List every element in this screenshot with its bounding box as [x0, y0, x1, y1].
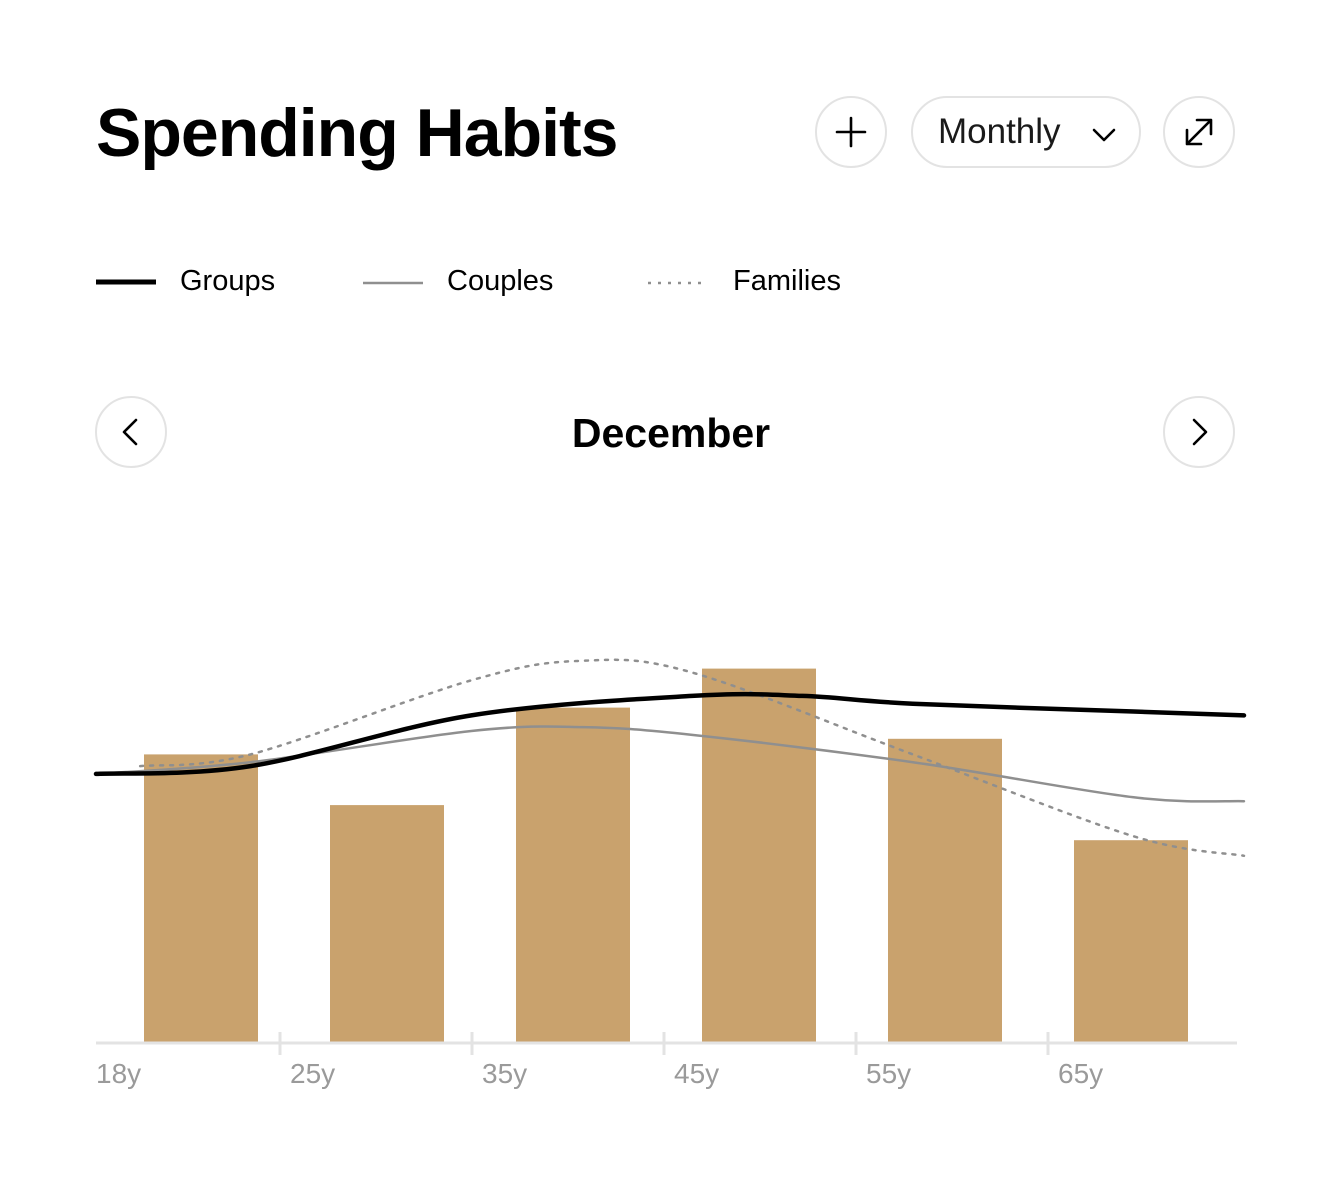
bar-4	[888, 738, 1002, 1043]
x-tick-label-0: 18y	[96, 1058, 141, 1089]
add-button[interactable]	[815, 96, 887, 168]
next-period-button[interactable]	[1163, 396, 1235, 468]
chevron-right-icon	[1192, 418, 1208, 446]
x-tick-label-1: 25y	[290, 1058, 335, 1089]
bar-5	[1074, 840, 1188, 1043]
current-period-label: December	[571, 410, 771, 456]
period-select[interactable]: Monthly	[911, 96, 1141, 168]
expand-button[interactable]	[1163, 96, 1235, 168]
chevron-down-icon	[1092, 128, 1116, 142]
period-select-value: Monthly	[938, 112, 1061, 151]
previous-period-button[interactable]	[95, 396, 167, 468]
legend-swatch-couples	[363, 281, 423, 285]
series-line-families	[138, 658, 1246, 858]
legend-label-couples: Couples	[447, 265, 554, 297]
plus-icon	[835, 116, 867, 148]
bar-1	[330, 805, 444, 1043]
legend-item-groups: Groups	[96, 262, 296, 302]
bar-2	[516, 707, 630, 1043]
series-line-groups	[93, 691, 1247, 777]
legend-label-families: Families	[733, 265, 841, 297]
legend-label-groups: Groups	[180, 265, 276, 297]
x-tick-label-2: 35y	[482, 1058, 527, 1089]
legend-item-couples: Couples	[363, 262, 583, 302]
series-line-couples	[94, 725, 1246, 803]
x-tick-label-5: 65y	[1058, 1058, 1103, 1089]
legend-swatch-groups	[96, 279, 156, 285]
legend-swatch-families	[648, 281, 708, 285]
bar-0	[144, 754, 258, 1043]
chevron-left-icon	[122, 418, 138, 446]
x-tick-label-4: 55y	[866, 1058, 911, 1089]
expand-icon	[1185, 118, 1213, 146]
bar-3	[702, 668, 816, 1043]
page-title: Spending Habits	[96, 95, 618, 171]
x-tick-label-3: 45y	[674, 1058, 719, 1089]
legend-item-families: Families	[648, 262, 868, 302]
